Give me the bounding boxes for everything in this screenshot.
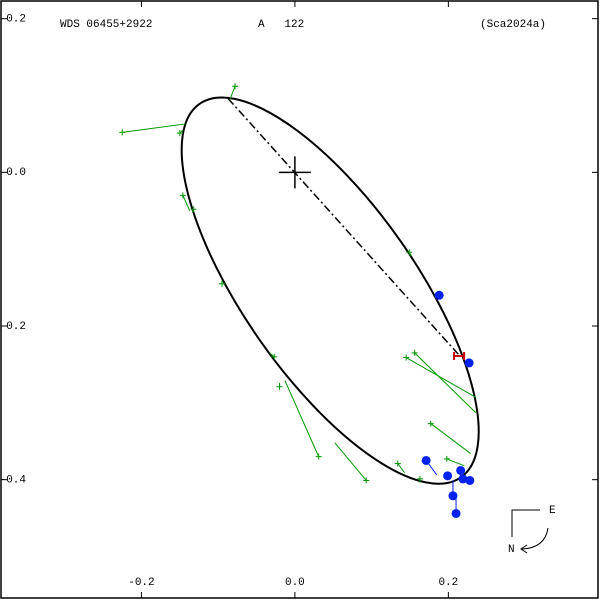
observation-dot (448, 491, 458, 501)
periastron-marker (453, 351, 466, 360)
observation-dot (464, 358, 474, 368)
observation-plus (232, 83, 239, 90)
residual-line (446, 458, 465, 467)
residual-line (430, 423, 471, 454)
observation-plus (218, 280, 225, 287)
compass (511, 509, 549, 554)
observation-dot (465, 475, 475, 485)
orbit-ellipse (180, 96, 480, 485)
compass-axes (511, 509, 540, 537)
node-line (227, 98, 461, 357)
observation-plus (416, 475, 423, 482)
observation-plus (271, 353, 278, 360)
observation-plus (179, 192, 186, 199)
observation-plus (427, 420, 434, 427)
header-component: A 122 (258, 19, 304, 31)
observation-plus (315, 453, 322, 460)
y-tick-label: 0.0 (6, 167, 26, 179)
compass-north: N (508, 544, 515, 556)
residual-line (397, 463, 406, 474)
observation-dot (456, 465, 466, 475)
residual-line (405, 357, 477, 398)
observation-plus (443, 455, 450, 462)
compass-arrow (521, 527, 549, 550)
primary-star (278, 156, 311, 189)
observation-plus (119, 129, 126, 136)
observation-dot (421, 455, 431, 465)
observation-plus (403, 354, 410, 361)
compass-east: E (549, 505, 556, 517)
y-tick-label: -0.2 (0, 321, 26, 333)
residual-line (284, 380, 320, 457)
residual-line (229, 86, 236, 101)
header-id: WDS 06455+2922 (60, 19, 152, 31)
observation-plus (276, 383, 283, 390)
y-tick-label: -0.4 (0, 475, 26, 487)
residual-line (414, 352, 477, 414)
y-tick-label: 0.2 (6, 14, 26, 26)
residual-line (269, 352, 275, 358)
residual-line (334, 442, 367, 481)
residual-line (122, 123, 186, 133)
observation-plus (363, 477, 370, 484)
observation-dot (451, 508, 461, 518)
x-tick-label: -0.2 (128, 577, 154, 589)
compass-arrowhead (520, 544, 528, 554)
observation-plus (411, 349, 418, 356)
residual-line (179, 129, 184, 134)
observation-plus (176, 130, 183, 137)
residual-line (182, 195, 191, 211)
x-tick-label: 0.2 (438, 577, 458, 589)
observation-dot (434, 290, 444, 300)
observation-dot (458, 474, 468, 484)
observation-plus (394, 460, 401, 467)
observation-plus (190, 206, 197, 213)
observation-plus (406, 249, 413, 256)
x-tick-label: 0.0 (285, 577, 305, 589)
header-reference: (Sca2024a) (480, 19, 546, 31)
observation-dot (443, 471, 453, 481)
